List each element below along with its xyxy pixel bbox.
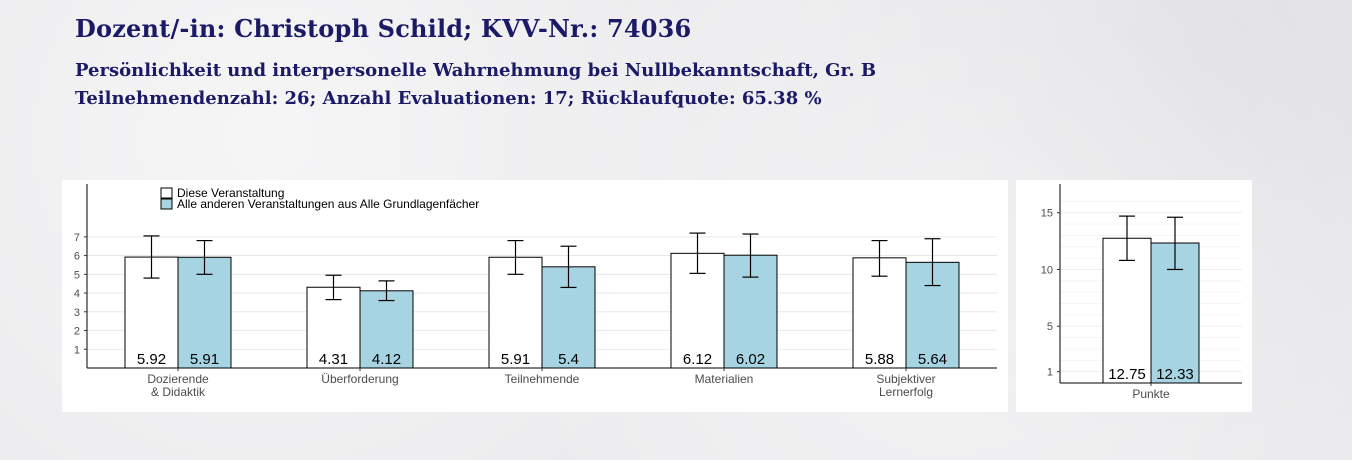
x-tick-label-line: Teilnehmende bbox=[505, 372, 580, 386]
y-tick-label: 15 bbox=[1041, 208, 1053, 220]
points-chart-panel: 1 5 10 15 12.75 12.33 Punkte bbox=[1016, 180, 1252, 412]
bar bbox=[1102, 237, 1152, 384]
y-tick-label: 10 bbox=[1041, 264, 1053, 276]
bar-value-label: 12.75 bbox=[1108, 366, 1146, 383]
bar-value-label: 4.12 bbox=[372, 351, 401, 368]
bar-value-label: 4.31 bbox=[319, 351, 348, 368]
bar bbox=[359, 290, 414, 369]
bar-value-label: 6.12 bbox=[683, 351, 712, 368]
x-tick-label-line: Dozierende bbox=[147, 372, 209, 386]
bar-value-label: 5.92 bbox=[137, 351, 166, 368]
x-tick-label-line: Materialien bbox=[695, 372, 754, 386]
x-tick-label: Punkte bbox=[1132, 387, 1170, 401]
x-tick-label-line: & Didaktik bbox=[151, 385, 206, 399]
y-tick-label: 1 bbox=[74, 344, 80, 356]
legend-swatch bbox=[160, 187, 173, 199]
bar-value-label: 5.4 bbox=[558, 351, 579, 368]
x-tick-label-line: Punkte bbox=[1132, 387, 1170, 401]
y-tick-label: 6 bbox=[74, 251, 80, 263]
report-header: Dozent/-in: Christoph Schild; KVV-Nr.: 7… bbox=[75, 14, 876, 113]
bar bbox=[306, 286, 361, 369]
x-tick-label: Überforderung bbox=[321, 372, 398, 386]
x-tick-label: Teilnehmende bbox=[505, 372, 580, 386]
y-tick-label: 2 bbox=[74, 326, 80, 338]
bar bbox=[124, 256, 179, 369]
bar bbox=[177, 256, 232, 369]
main-bar-chart: 1 2 3 4 5 6 7 5.92 5.91 Dozierende & Didaktik 4.31 4… bbox=[74, 184, 997, 399]
y-tick-label: 5 bbox=[74, 269, 80, 281]
y-tick-label: 7 bbox=[74, 232, 80, 244]
y-tick-label: 4 bbox=[74, 288, 80, 300]
lecturer-title: Dozent/-in: Christoph Schild; KVV-Nr.: 7… bbox=[75, 14, 692, 43]
bar bbox=[488, 256, 543, 369]
bar-value-label: 5.91 bbox=[190, 351, 219, 368]
course-title: Persönlichkeit und interpersonelle Wahrn… bbox=[75, 60, 877, 81]
x-tick-label: Dozierende & Didaktik bbox=[147, 372, 209, 399]
bar-value-label: 5.64 bbox=[918, 351, 947, 368]
legend-label: Alle anderen Veranstaltungen aus Alle Gr… bbox=[177, 197, 479, 211]
bar-value-label: 5.88 bbox=[865, 351, 894, 368]
y-tick-label: 5 bbox=[1047, 321, 1053, 333]
response-stats: Teilnehmendenzahl: 26; Anzahl Evaluation… bbox=[75, 88, 822, 109]
bar-value-label: 5.91 bbox=[501, 351, 530, 368]
legend-label: Diese Veranstaltung bbox=[177, 186, 284, 200]
y-tick-label: 1 bbox=[1047, 367, 1053, 379]
y-tick-label: 3 bbox=[74, 307, 80, 319]
bar-value-label: 6.02 bbox=[736, 351, 765, 368]
x-tick-label: Subjektiver Lernerfolg bbox=[876, 372, 935, 399]
x-tick-label-line: Überforderung bbox=[321, 372, 398, 386]
x-tick-label-line: Subjektiver bbox=[876, 372, 935, 386]
x-tick-label-line: Lernerfolg bbox=[879, 385, 933, 399]
legend-swatch bbox=[160, 198, 173, 210]
x-tick-label: Materialien bbox=[695, 372, 754, 386]
bar-value-label: 12.33 bbox=[1156, 366, 1194, 383]
main-chart-panel: 1 2 3 4 5 6 7 5.92 5.91 Dozierende & Didaktik 4.31 4… bbox=[62, 180, 1008, 412]
